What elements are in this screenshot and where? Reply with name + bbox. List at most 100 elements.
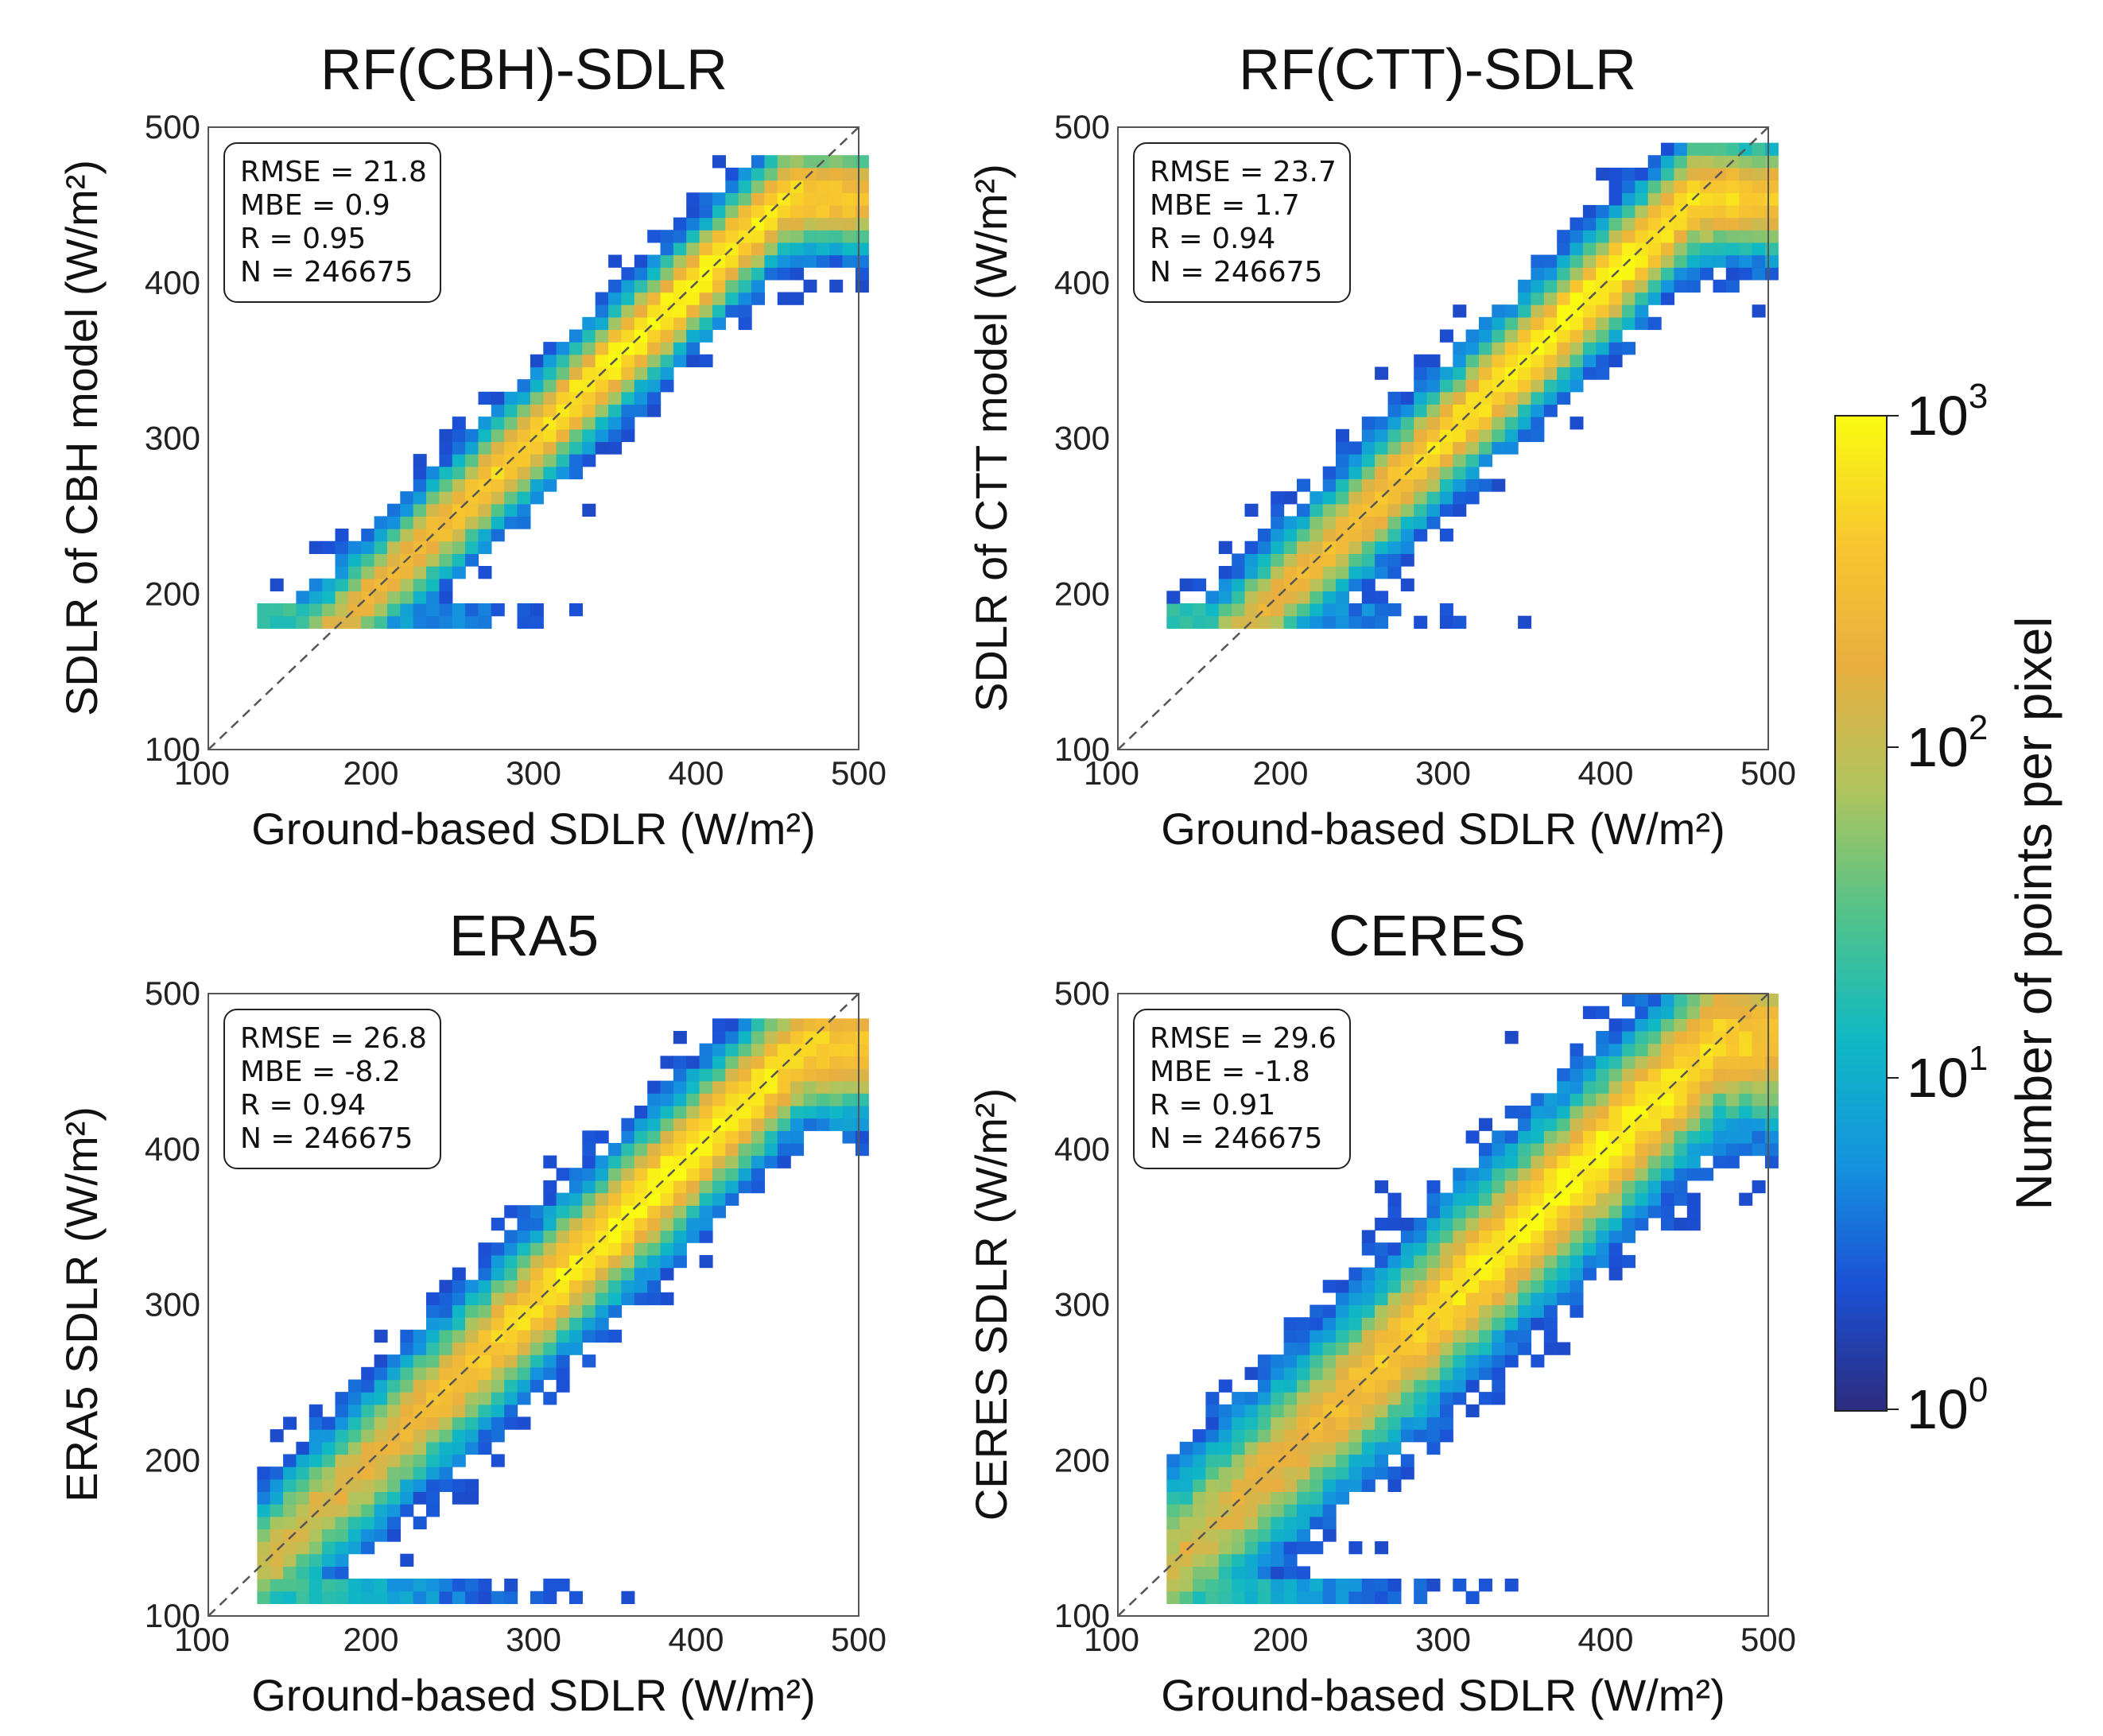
heatmap-cell [1271,1467,1285,1480]
heatmap-cell [1543,1105,1558,1119]
heatmap-cell [1310,1354,1324,1368]
heatmap-cell [283,1566,297,1579]
heatmap-cell [1725,1031,1740,1044]
heatmap-cell [1647,1105,1662,1119]
heatmap-cell [855,230,869,243]
heatmap-cell [308,1491,323,1505]
heatmap-cell [1557,1342,1571,1355]
heatmap-cell [1531,292,1545,305]
heatmap-cell [1297,1317,1310,1331]
heatmap-cell [569,1591,583,1604]
heatmap-cell [1661,1093,1674,1106]
heatmap-cell [335,603,349,617]
heatmap-cell [1322,566,1337,579]
heatmap-cell [1387,1254,1402,1269]
heatmap-cell [1557,279,1571,293]
heatmap-cell [803,180,817,193]
heatmap-cell [1439,1280,1453,1293]
heatmap-cell [660,1217,674,1231]
heatmap-cell [1492,1130,1506,1144]
heatmap-cell [621,1280,635,1293]
heatmap-cell [413,591,427,604]
stat-n: N = 246675 [1150,256,1322,289]
heatmap-cell [621,304,635,318]
heatmap-cell [478,566,492,579]
heatmap-cell [257,1491,271,1505]
heatmap-cell [634,366,648,380]
heatmap-cell [608,417,623,430]
heatmap-cell [426,1292,440,1306]
heatmap-cell [1426,428,1441,443]
heatmap-cell [1557,1205,1571,1219]
heatmap-cell [1492,404,1506,417]
heatmap-cell [439,541,453,554]
heatmap-cell [322,1553,336,1567]
heatmap-cell [1661,279,1674,293]
heatmap-cell [1336,603,1349,617]
y-tick-label: 400 [145,264,200,301]
heatmap-cell [400,1504,414,1517]
heatmap-cell [1492,316,1506,331]
heatmap-cell [452,1304,466,1318]
heatmap-cell [1479,1192,1492,1206]
heatmap-cell [1764,1105,1779,1119]
heatmap-cell [1283,553,1298,567]
heatmap-cell [608,391,623,405]
heatmap-cell [1244,553,1259,567]
heatmap-cell [1700,204,1714,219]
heatmap-cell [1336,441,1349,455]
heatmap-cell [1752,254,1766,268]
heatmap-cell [1453,1366,1467,1381]
heatmap-cell [1686,1006,1701,1019]
heatmap-cell [1569,1105,1584,1119]
heatmap-cell [257,1504,271,1517]
heatmap-cell [504,503,518,517]
heatmap-cell [1725,254,1740,268]
heatmap-cell [634,1242,648,1256]
heatmap-cell [413,566,427,579]
heatmap-cell [517,404,531,417]
heatmap-cell [660,1142,674,1157]
heatmap-cell [1387,441,1402,455]
heatmap-cell [1322,1591,1337,1604]
heatmap-cell [439,566,453,579]
heatmap-cell [1739,994,1753,1007]
heatmap-cell [478,491,492,505]
heatmap-cell [426,1454,440,1467]
heatmap-cell [413,454,427,467]
heatmap-cell [1348,615,1363,629]
heatmap-cell [283,1591,297,1604]
heatmap-cell [1297,1429,1310,1443]
panel-title: ERA5 [449,905,599,968]
heatmap-cell [1453,1242,1467,1256]
heatmap-cell [582,1168,596,1181]
heatmap-cell [556,1192,570,1206]
heatmap-cell [308,1541,323,1555]
heatmap-cell [751,254,765,268]
heatmap-cell [725,1142,739,1157]
heatmap-cell [374,1478,388,1492]
heatmap-cell [1518,404,1532,417]
tick-base: 10 [1907,716,1969,778]
heatmap-cell [1700,1168,1714,1181]
heatmap-cell [621,391,635,405]
heatmap-cell [1504,1317,1519,1331]
heatmap-cell [647,1192,662,1206]
heatmap-cell [1244,503,1259,517]
stat-rmse: RMSE = 29.6 [1150,1022,1337,1055]
heatmap-cell [465,529,479,542]
heatmap-cell [1557,1280,1571,1293]
heatmap-cell [543,366,557,380]
heatmap-cell [1348,1429,1363,1443]
heatmap-cell [725,180,739,193]
heatmap-cell [725,1068,739,1082]
heatmap-cell [608,1254,623,1269]
heatmap-cell [439,1579,453,1592]
heatmap-cell [777,267,791,281]
heatmap-cell [1387,1205,1402,1219]
heatmap-cell [1647,1168,1662,1181]
heatmap-cell [1400,441,1414,455]
heatmap-cell [816,1080,830,1094]
tick-exponent: 2 [1969,708,1988,747]
heatmap-cell [725,1192,739,1206]
